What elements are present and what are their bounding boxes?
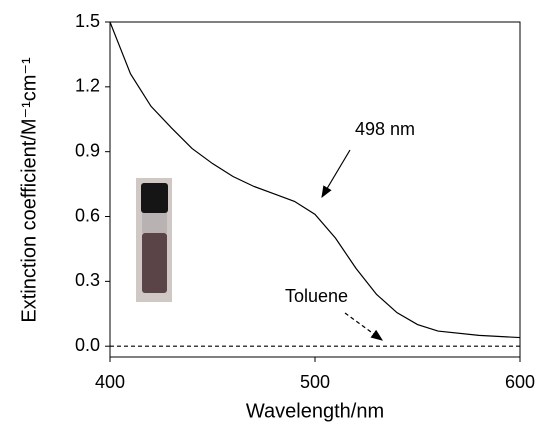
annotation: Toluene [285, 286, 348, 306]
y-tick-label: 0.9 [75, 140, 100, 160]
x-tick-label: 500 [300, 372, 330, 392]
annotation: 498 nm [355, 119, 415, 139]
line-series [109, 21, 521, 339]
y-tick-label: 1.2 [75, 76, 100, 96]
x-tick-label: 400 [95, 372, 125, 392]
annotation-arrow [321, 149, 351, 199]
annotation-arrow [344, 312, 383, 341]
x-tick-label: 600 [505, 372, 535, 392]
y-tick-label: 0.6 [75, 205, 100, 225]
y-tick-label: 0.0 [75, 335, 100, 355]
y-tick-label: 0.3 [75, 270, 100, 290]
y-tick-label: 1.5 [75, 11, 100, 31]
y-axis-label: Extinction coefficient/M⁻¹cm⁻¹ [18, 57, 40, 323]
x-axis-label: Wavelength/nm [246, 400, 384, 422]
vial-inset [136, 178, 172, 302]
